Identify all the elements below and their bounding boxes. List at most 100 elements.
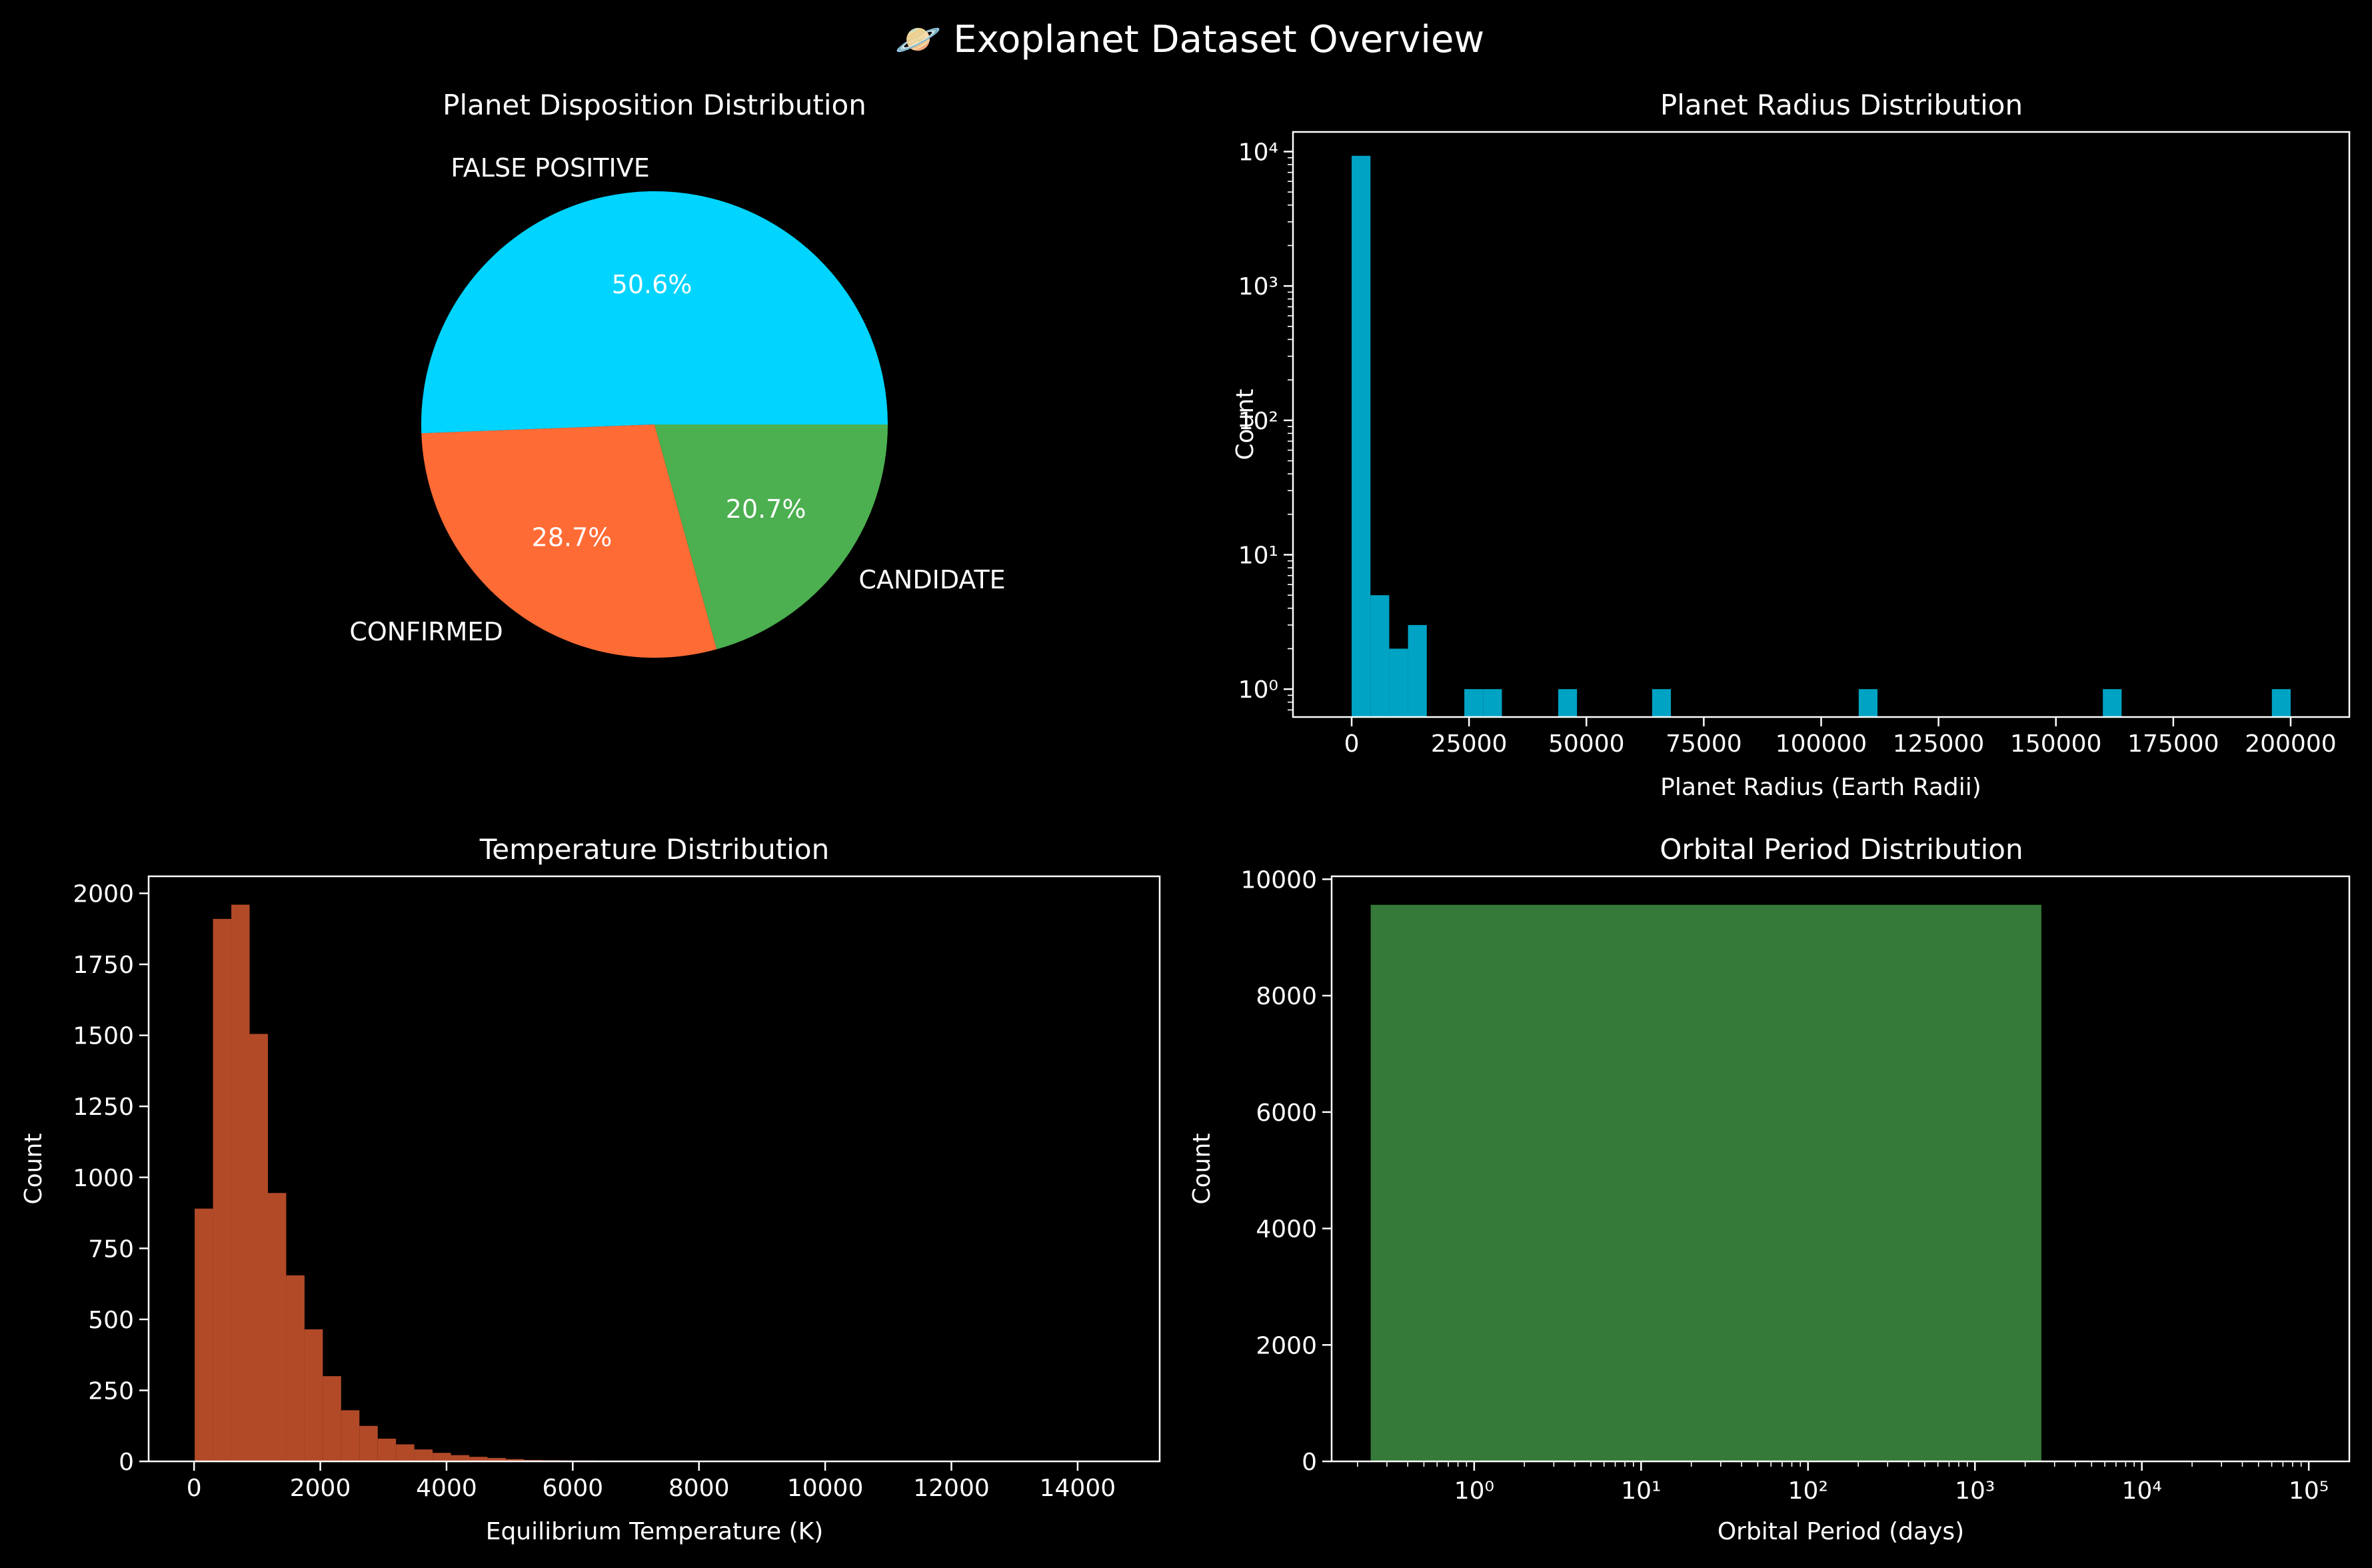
radius-bar (1408, 624, 1427, 717)
radius-y-tick-label: 10⁴ (1238, 139, 1278, 166)
temperature-bar (286, 1275, 305, 1461)
radius-x-tick-label: 125000 (1893, 730, 1984, 758)
radius-bar (1352, 155, 1371, 717)
orbital-y-tick-label: 8000 (1256, 983, 1317, 1010)
pie-slice (654, 424, 888, 650)
orbital-axes-frame (1330, 875, 2351, 1463)
radius-bar (1464, 689, 1484, 717)
pie-slice-label: CANDIDATE (858, 565, 1005, 594)
radius-y-tick-label: 10³ (1238, 273, 1278, 301)
orbital-bars (1370, 904, 2041, 1461)
temperature-bar (267, 1193, 287, 1461)
temperature-x-tick-label: 8000 (668, 1475, 730, 1502)
temperature-histogram-panel: Temperature Distribution 0 2000 4000 6000 80… (20, 833, 1161, 1545)
pie-slices: FALSE POSITIVE 50.6% CONFIRMED 28.7% CANDIDA… (349, 153, 1006, 658)
temperature-x-tick-label: 4000 (416, 1475, 477, 1502)
orbital-y-tick-label: 2000 (1256, 1332, 1317, 1359)
orbital-x-ticks: 10⁰ 10¹ 10² 10³ 10⁴ 10⁵ (1356, 1461, 2329, 1505)
temperature-bar (195, 1208, 213, 1461)
orbital-y-tick-label: 4000 (1256, 1216, 1317, 1243)
orbital-bar (1370, 904, 2041, 1461)
pie-title: Planet Disposition Distribution (443, 89, 866, 121)
temperature-bar (396, 1444, 415, 1461)
pie-percent-label: 20.7% (726, 494, 806, 524)
temperature-x-tick-label: 2000 (290, 1475, 351, 1502)
temperature-y-tick-label: 1250 (73, 1094, 134, 1121)
radius-histogram-panel: Planet Radius Distribution 0 25000 50000 75… (1232, 89, 2351, 801)
radius-x-tick-label: 25000 (1431, 730, 1508, 758)
orbital-y-ticks: 0 2000 4000 6000 8000 10000 (1240, 866, 1332, 1476)
radius-bar (2271, 689, 2291, 717)
radius-y-tick-label: 10⁰ (1238, 676, 1278, 704)
radius-bar (1858, 689, 1878, 717)
disposition-pie-panel: Planet Disposition Distribution FALSE PO… (349, 89, 1006, 658)
temperature-bar (323, 1376, 341, 1461)
temperature-xlabel: Equilibrium Temperature (K) (486, 1518, 824, 1545)
temperature-bar (231, 904, 250, 1461)
temperature-x-tick-label: 12000 (913, 1475, 990, 1502)
radius-x-tick-label: 200000 (2245, 730, 2336, 758)
radius-x-tick-label: 75000 (1666, 730, 1742, 758)
orbital-x-tick-label: 10¹ (1621, 1477, 1661, 1505)
orbital-y-tick-label: 6000 (1256, 1100, 1317, 1127)
orbital-histogram-panel: Orbital Period Distribution 10⁰ 10¹ 10² 10³… (1188, 833, 2351, 1545)
radius-ylabel: Count (1232, 389, 1259, 460)
temperature-y-tick-label: 0 (119, 1449, 134, 1476)
temperature-y-tick-label: 1750 (73, 952, 134, 979)
temperature-bars (195, 904, 634, 1461)
radius-bar (1370, 595, 1390, 717)
temperature-bar (414, 1449, 433, 1461)
radius-title: Planet Radius Distribution (1660, 89, 2023, 121)
pie-slice-label: CONFIRMED (349, 617, 503, 646)
temperature-y-ticks: 0 250 500 750 1000 1250 1500 1750 2000 (73, 881, 149, 1476)
temperature-bar (359, 1425, 378, 1461)
temperature-y-tick-label: 750 (88, 1235, 134, 1263)
temperature-title: Temperature Distribution (479, 833, 829, 866)
radius-bars (1352, 155, 2291, 717)
orbital-ylabel: Count (1188, 1134, 1216, 1205)
orbital-y-tick-label: 0 (1302, 1449, 1317, 1476)
radius-y-tick-label: 10² (1238, 408, 1278, 435)
temperature-x-tick-label: 14000 (1040, 1475, 1116, 1502)
temperature-y-tick-label: 1500 (73, 1023, 134, 1050)
temperature-x-ticks: 0 2000 4000 6000 8000 10000 12000 14000 (187, 1461, 1116, 1502)
orbital-x-tick-label: 10² (1788, 1477, 1828, 1505)
temperature-y-tick-label: 500 (88, 1307, 134, 1334)
orbital-x-tick-label: 10³ (1955, 1477, 1995, 1505)
radius-x-tick-label: 175000 (2127, 730, 2219, 758)
temperature-bar (487, 1457, 506, 1461)
temperature-axes-frame (147, 875, 1161, 1463)
temperature-x-tick-label: 10000 (787, 1475, 864, 1502)
temperature-bar (505, 1459, 525, 1461)
temperature-x-tick-label: 0 (187, 1475, 202, 1502)
radius-bar (1558, 689, 1578, 717)
orbital-x-tick-label: 10⁵ (2289, 1477, 2329, 1505)
radius-x-tick-label: 150000 (2010, 730, 2101, 758)
temperature-bar (249, 1034, 268, 1461)
radius-bar (1389, 648, 1408, 717)
radius-x-tick-label: 0 (1344, 730, 1360, 758)
radius-x-tick-label: 100000 (1776, 730, 1867, 758)
temperature-bar (213, 918, 232, 1461)
orbital-title: Orbital Period Distribution (1660, 833, 2023, 866)
radius-xlabel: Planet Radius (Earth Radii) (1660, 774, 1981, 801)
temperature-y-tick-label: 2000 (73, 881, 134, 908)
radius-bar (1652, 689, 1672, 717)
radius-x-ticks: 0 25000 50000 75000 100000 125000 150000 175000… (1344, 717, 2337, 758)
temperature-bar (377, 1438, 397, 1461)
radius-y-ticks: 10⁰ 10¹ 10² 10³ 10⁴ (1238, 139, 1293, 711)
radius-bar (1483, 689, 1502, 717)
temperature-x-tick-label: 6000 (543, 1475, 604, 1502)
temperature-bar (433, 1453, 451, 1461)
figure-suptitle: 🪐 Exoplanet Dataset Overview (895, 18, 1484, 61)
radius-x-tick-label: 50000 (1548, 730, 1625, 758)
radius-bar (2103, 689, 2122, 717)
radius-y-tick-label: 10¹ (1238, 542, 1278, 569)
temperature-bar (341, 1410, 360, 1461)
temperature-y-tick-label: 1000 (73, 1165, 134, 1192)
pie-slice-label: FALSE POSITIVE (451, 153, 649, 183)
orbital-xlabel: Orbital Period (days) (1718, 1518, 1964, 1545)
temperature-bar (451, 1455, 470, 1461)
pie-slice (421, 191, 888, 434)
temperature-bar (304, 1329, 323, 1461)
